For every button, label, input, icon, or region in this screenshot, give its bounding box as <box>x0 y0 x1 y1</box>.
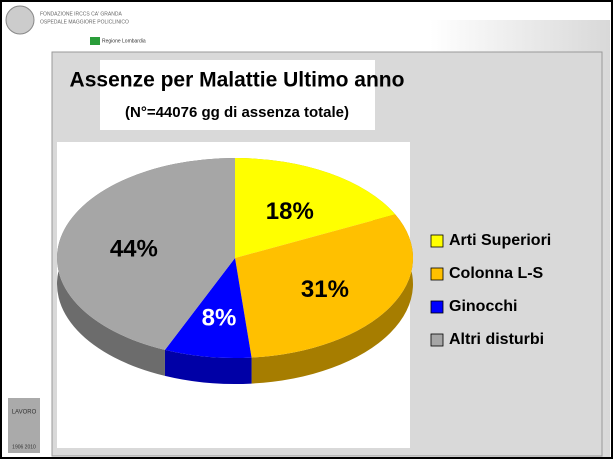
logo <box>6 6 34 34</box>
region: Regione Lombardia <box>102 38 146 44</box>
region-logo <box>90 37 100 45</box>
legend-swatch <box>431 334 443 346</box>
data-label: 8% <box>202 305 237 332</box>
data-label: 44% <box>110 236 158 263</box>
legend-label: Ginocchi <box>449 298 517 315</box>
hospital: OSPEDALE MAGGIORE POLICLINICO <box>40 19 129 25</box>
slide: FONDAZIONE IRCCS CA' GRANDA OSPEDALE MAG… <box>0 0 613 459</box>
legend-label: Altri disturbi <box>449 331 544 348</box>
legend-swatch <box>431 301 443 313</box>
footer-logo-name: LAVORO <box>12 410 37 416</box>
chart-title: Assenze per Malattie Ultimo anno <box>70 69 405 92</box>
legend-label: Colonna L-S <box>449 265 544 282</box>
legend-label: Arti Superiori <box>449 232 551 249</box>
chart-subtitle: (N°=44076 gg di assenza totale) <box>125 104 349 121</box>
footer-logo-years: 1906 2010 <box>12 444 36 450</box>
institution: FONDAZIONE IRCCS CA' GRANDA <box>40 11 122 17</box>
data-label: 18% <box>266 198 314 225</box>
legend-swatch <box>431 268 443 280</box>
data-label: 31% <box>301 276 349 303</box>
legend-swatch <box>431 235 443 247</box>
